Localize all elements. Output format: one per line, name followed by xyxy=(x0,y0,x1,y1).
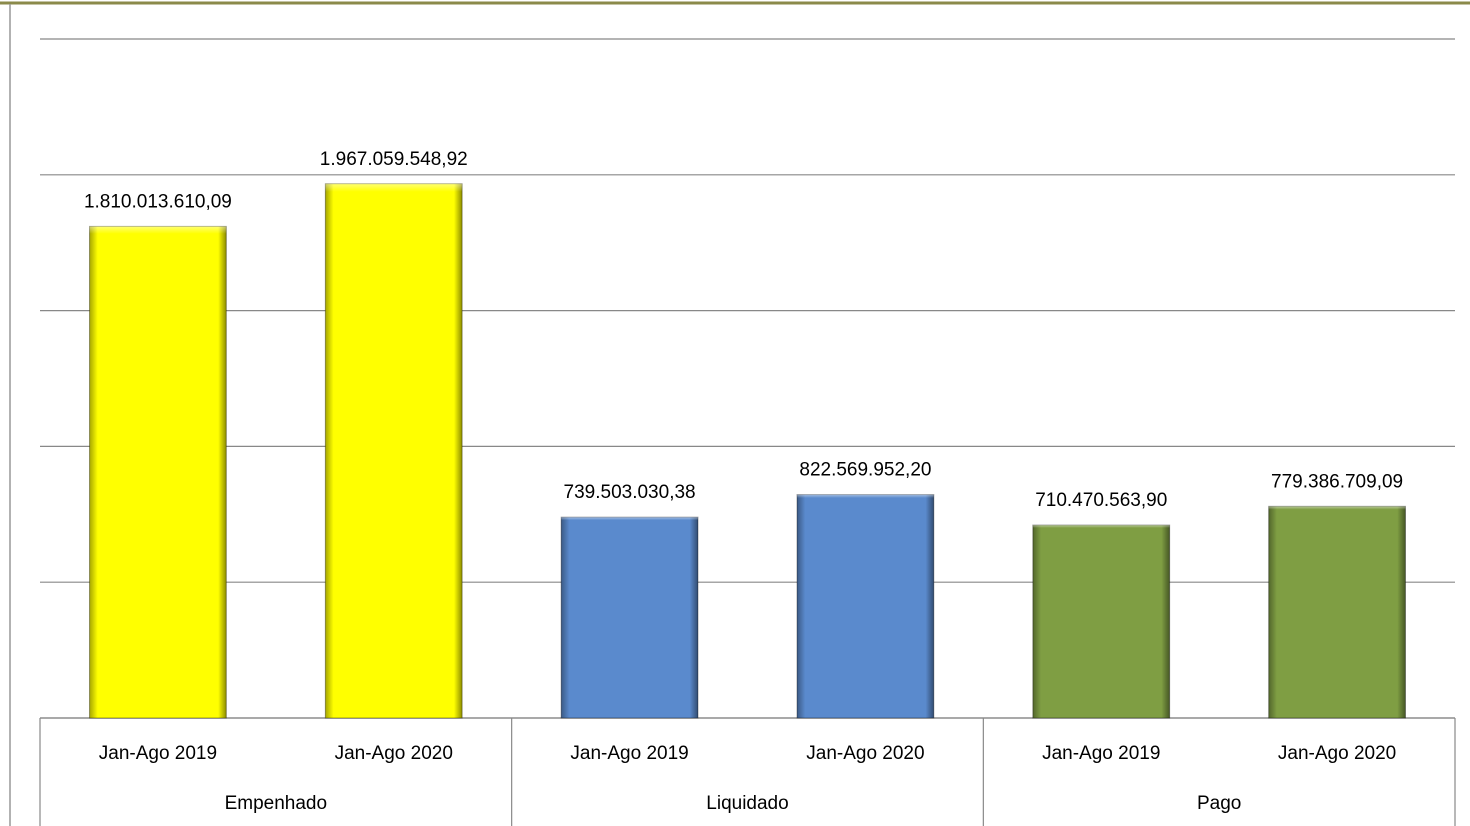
value-label: 1.967.059.548,92 xyxy=(320,149,468,170)
group-label: Liquidado xyxy=(706,793,788,814)
bar-highlight xyxy=(1032,525,1170,718)
x-tick-label: Jan-Ago 2019 xyxy=(1042,743,1160,764)
x-tick-label: Jan-Ago 2020 xyxy=(335,743,453,764)
x-tick-label: Jan-Ago 2020 xyxy=(1278,743,1396,764)
bar-highlight xyxy=(325,183,463,718)
group-label: Pago xyxy=(1197,793,1241,814)
value-label: 822.569.952,20 xyxy=(799,460,931,481)
bar-highlight xyxy=(89,226,227,718)
bar-highlight xyxy=(797,494,934,718)
value-label: 710.470.563,90 xyxy=(1035,490,1167,511)
value-label: 739.503.030,38 xyxy=(564,482,696,503)
group-label: Empenhado xyxy=(225,793,327,814)
x-tick-label: Jan-Ago 2019 xyxy=(570,743,688,764)
bar-highlight xyxy=(561,517,698,718)
value-label: 779.386.709,09 xyxy=(1271,471,1403,492)
value-label: 1.810.013.610,09 xyxy=(84,191,232,212)
bar-highlight xyxy=(1268,506,1406,718)
x-tick-label: Jan-Ago 2020 xyxy=(806,743,924,764)
x-tick-label: Jan-Ago 2019 xyxy=(99,743,217,764)
